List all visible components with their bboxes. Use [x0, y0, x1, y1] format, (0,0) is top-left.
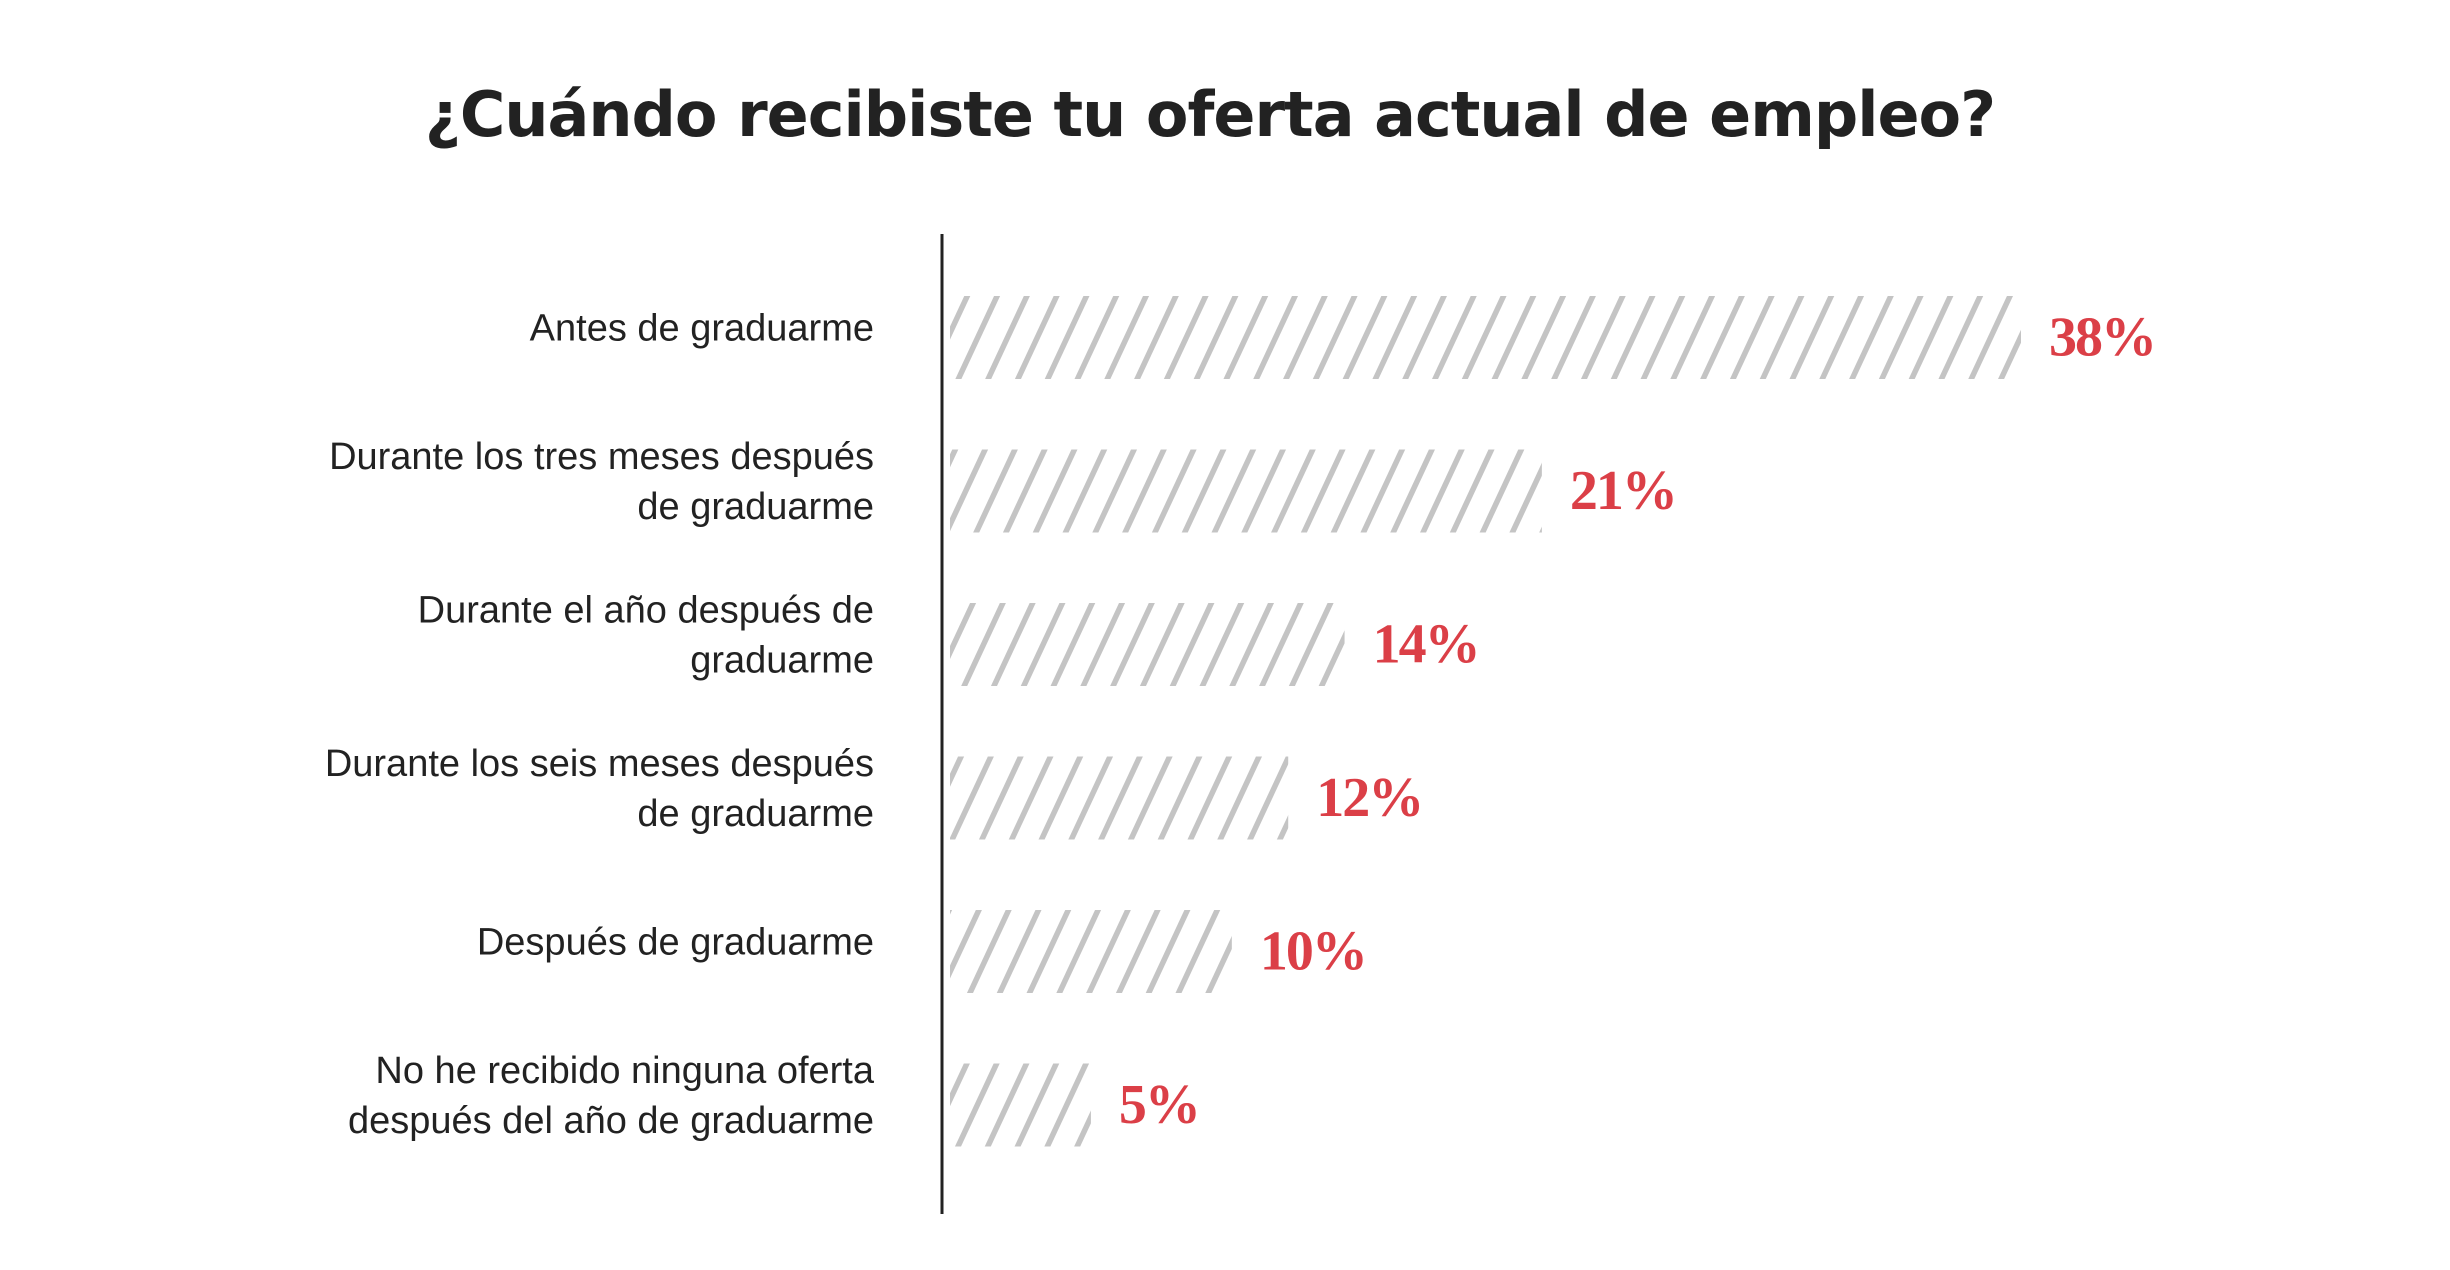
value-label: 38% — [2049, 307, 2155, 369]
category-label: Después de graduarme — [477, 922, 874, 964]
value-label: 12% — [1316, 767, 1422, 829]
value-label: 21% — [1570, 460, 1676, 522]
bar — [950, 296, 2021, 379]
value-label: 5% — [1119, 1074, 1199, 1136]
category-label: Antes de graduarme — [530, 308, 874, 350]
category-label: Durante los seis meses después — [325, 743, 874, 785]
category-label: graduarme — [690, 640, 874, 682]
bar — [950, 756, 1289, 840]
category-label: de graduarme — [637, 486, 874, 528]
category-label: Durante el año después de — [418, 590, 874, 632]
bar — [950, 910, 1232, 993]
bar — [950, 603, 1345, 686]
bar — [950, 449, 1542, 533]
category-label: de graduarme — [637, 793, 874, 835]
category-label: después del año de graduarme — [348, 1100, 874, 1142]
value-label: 10% — [1260, 921, 1366, 983]
bar — [950, 1063, 1091, 1147]
category-label: Durante los tres meses después — [329, 436, 874, 478]
value-label: 14% — [1373, 614, 1479, 676]
category-label: No he recibido ninguna oferta — [375, 1050, 874, 1092]
chart-title: ¿Cuándo recibiste tu oferta actual de em… — [424, 78, 1996, 151]
